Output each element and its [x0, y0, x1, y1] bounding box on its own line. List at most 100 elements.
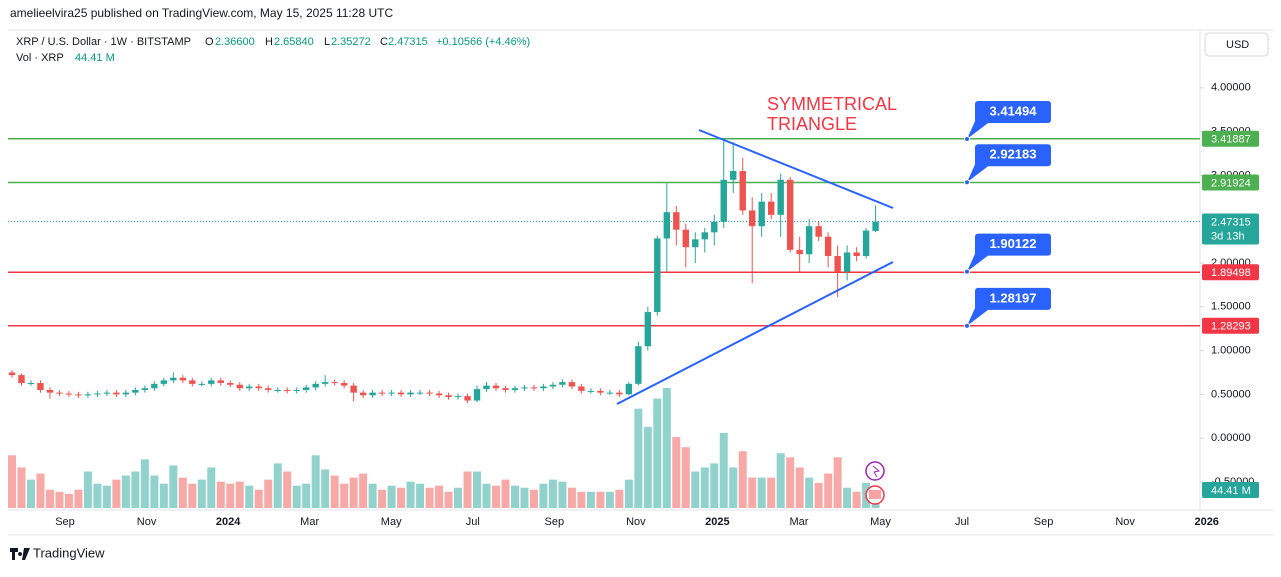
volume-bar	[378, 489, 387, 508]
level-axis-label: 2.91924	[1211, 177, 1251, 189]
candle-body	[796, 249, 803, 255]
volume-bar	[567, 487, 576, 508]
volume-bar	[662, 388, 671, 508]
volume-bar	[653, 398, 662, 508]
candle-body	[388, 392, 395, 394]
candle-body	[616, 392, 623, 395]
volume-bar	[577, 491, 586, 508]
volume-bar	[112, 479, 121, 508]
icon[interactable]	[865, 461, 885, 481]
ohlc-change: +0.10566 (+4.46%)	[436, 36, 530, 48]
volume-value: 44.41 M	[75, 52, 115, 64]
candle-body	[606, 392, 614, 394]
volume-bar	[121, 475, 130, 508]
callout	[975, 144, 1051, 167]
candle-body	[625, 383, 633, 395]
volume-bar	[852, 491, 861, 508]
ohlc-value: 2.47315	[388, 36, 428, 48]
candle-body	[331, 382, 338, 384]
volume-bar	[767, 477, 776, 508]
candle-body	[511, 388, 519, 390]
candle-body	[37, 382, 44, 390]
candle-body	[75, 394, 82, 396]
candle-body	[805, 226, 813, 255]
volume-bar	[558, 481, 567, 508]
callout-label: 3.41494	[990, 103, 1038, 118]
ohlc-letter: O	[205, 36, 214, 48]
candle-body	[151, 383, 158, 389]
candle-body	[84, 394, 92, 396]
volume-bar	[26, 479, 35, 508]
volume-bar	[45, 489, 54, 508]
candle-body	[654, 238, 661, 313]
candle-body	[824, 236, 832, 256]
ohlc-letter: L	[324, 36, 330, 48]
volume-bar	[691, 471, 700, 508]
currency-button[interactable]	[1204, 32, 1269, 57]
icon	[869, 490, 881, 499]
candle-body	[359, 392, 367, 396]
candle-body	[189, 380, 196, 384]
volume-bar	[359, 473, 368, 508]
x-tick-label: Sep	[545, 516, 565, 528]
volume-bar	[729, 467, 738, 508]
candle-body	[27, 382, 35, 384]
volume-bar	[710, 463, 719, 508]
volume-bar	[824, 473, 833, 508]
level-axis-box	[1202, 317, 1259, 334]
candle-body	[464, 396, 471, 401]
volume-bar	[169, 465, 178, 508]
candle-body	[198, 383, 205, 385]
candle-body	[208, 380, 215, 384]
candle-body	[559, 382, 566, 385]
volume-bar	[368, 483, 377, 508]
volume-bar	[397, 487, 406, 508]
x-tick-label: 2026	[1194, 516, 1218, 528]
plot	[8, 137, 1200, 508]
x-tick-label: Mar	[300, 516, 319, 528]
brand-logo	[10, 548, 30, 560]
volume-bar	[197, 479, 206, 508]
volume-bar	[226, 483, 235, 508]
volume-bar	[681, 447, 690, 508]
published: amelieelvira25 published on TradingView.…	[10, 6, 393, 20]
volume-bar	[435, 485, 444, 508]
callout-anchor	[964, 268, 970, 275]
candle-body	[340, 382, 348, 386]
trendline	[698, 129, 894, 209]
volume-bar	[406, 481, 415, 508]
volume-bar	[529, 489, 538, 508]
volume-bar	[643, 426, 652, 508]
volume-bar	[330, 475, 339, 508]
candle-body	[122, 392, 130, 395]
candle-body	[103, 392, 111, 394]
volume-bar	[719, 433, 728, 508]
icon	[872, 465, 881, 478]
volume-bar	[473, 471, 482, 508]
candle-body	[720, 179, 727, 222]
candle-body	[587, 390, 595, 392]
volume-bar	[416, 483, 425, 508]
last-price-box	[1202, 213, 1259, 245]
candle-body	[445, 395, 452, 398]
candle-body	[179, 377, 187, 381]
y-tick-label: 4.00000	[1211, 82, 1251, 94]
volume-bar	[216, 481, 225, 508]
candle-body	[397, 392, 405, 395]
candle-body	[521, 387, 528, 389]
candle-body	[568, 382, 576, 387]
overlay: 4.000003.500003.000002.000001.500001.000…	[55, 82, 1259, 528]
candle-body	[369, 392, 376, 396]
candle-body	[872, 221, 879, 231]
candle-body	[113, 392, 120, 395]
volume-name: Vol · XRP	[16, 52, 64, 64]
candle-body	[786, 179, 794, 250]
symbol: XRP / U.S. Dollar · 1W · BITSTAMP	[16, 36, 191, 48]
annotation: TRIANGLE	[767, 114, 857, 134]
volume-bar	[520, 487, 529, 508]
callout	[975, 233, 1051, 256]
candle-body	[426, 392, 433, 394]
ohlc-value: 2.65840	[274, 36, 314, 48]
candle-body	[56, 392, 63, 394]
callout-label: 1.90122	[990, 236, 1037, 251]
